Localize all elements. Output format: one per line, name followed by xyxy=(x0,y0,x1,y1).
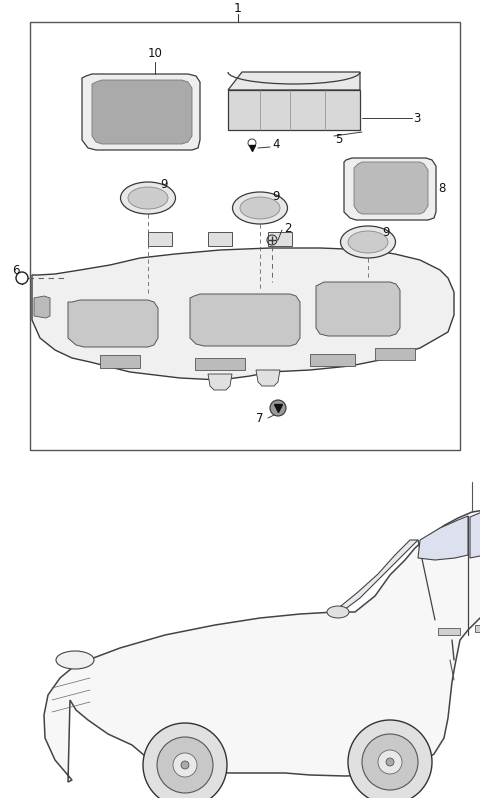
Circle shape xyxy=(362,734,418,790)
Text: 5: 5 xyxy=(335,133,342,146)
Bar xyxy=(30,22,460,450)
Polygon shape xyxy=(190,294,300,346)
Ellipse shape xyxy=(56,651,94,669)
Polygon shape xyxy=(228,90,360,130)
Ellipse shape xyxy=(340,226,396,258)
Polygon shape xyxy=(195,358,245,370)
Circle shape xyxy=(181,761,189,769)
Polygon shape xyxy=(344,158,436,220)
Polygon shape xyxy=(336,540,418,613)
Text: 10: 10 xyxy=(147,47,162,60)
Text: 3: 3 xyxy=(413,112,420,124)
Polygon shape xyxy=(208,232,232,246)
Polygon shape xyxy=(316,282,400,336)
Polygon shape xyxy=(92,80,192,144)
Text: 4: 4 xyxy=(272,139,279,152)
Polygon shape xyxy=(310,354,355,366)
Text: 9: 9 xyxy=(160,179,168,192)
Text: 7: 7 xyxy=(256,412,264,425)
Text: 8: 8 xyxy=(438,181,445,195)
Circle shape xyxy=(157,737,213,793)
Circle shape xyxy=(348,720,432,798)
Text: 1: 1 xyxy=(234,2,242,15)
Text: 9: 9 xyxy=(382,226,389,239)
Circle shape xyxy=(378,750,402,774)
Circle shape xyxy=(270,400,286,416)
Ellipse shape xyxy=(120,182,176,214)
Polygon shape xyxy=(228,72,360,90)
Polygon shape xyxy=(268,232,292,246)
Text: 2: 2 xyxy=(284,222,291,235)
Polygon shape xyxy=(375,348,415,360)
Polygon shape xyxy=(256,370,280,386)
Polygon shape xyxy=(148,232,172,246)
Ellipse shape xyxy=(348,231,388,253)
Circle shape xyxy=(173,753,197,777)
Polygon shape xyxy=(44,505,480,782)
Polygon shape xyxy=(418,516,468,560)
Polygon shape xyxy=(32,248,454,380)
Polygon shape xyxy=(354,162,428,214)
Text: 6: 6 xyxy=(12,263,20,276)
Polygon shape xyxy=(68,300,158,347)
Polygon shape xyxy=(208,374,232,390)
Bar xyxy=(475,625,480,632)
Ellipse shape xyxy=(232,192,288,224)
Bar xyxy=(438,628,460,635)
Text: 9: 9 xyxy=(272,189,279,203)
Circle shape xyxy=(16,272,28,284)
Polygon shape xyxy=(100,355,140,368)
Ellipse shape xyxy=(240,197,280,219)
Circle shape xyxy=(386,758,394,766)
Polygon shape xyxy=(348,232,372,246)
Polygon shape xyxy=(82,74,200,150)
Polygon shape xyxy=(470,510,480,558)
Ellipse shape xyxy=(327,606,349,618)
Ellipse shape xyxy=(128,187,168,209)
Polygon shape xyxy=(34,296,50,318)
Circle shape xyxy=(143,723,227,798)
